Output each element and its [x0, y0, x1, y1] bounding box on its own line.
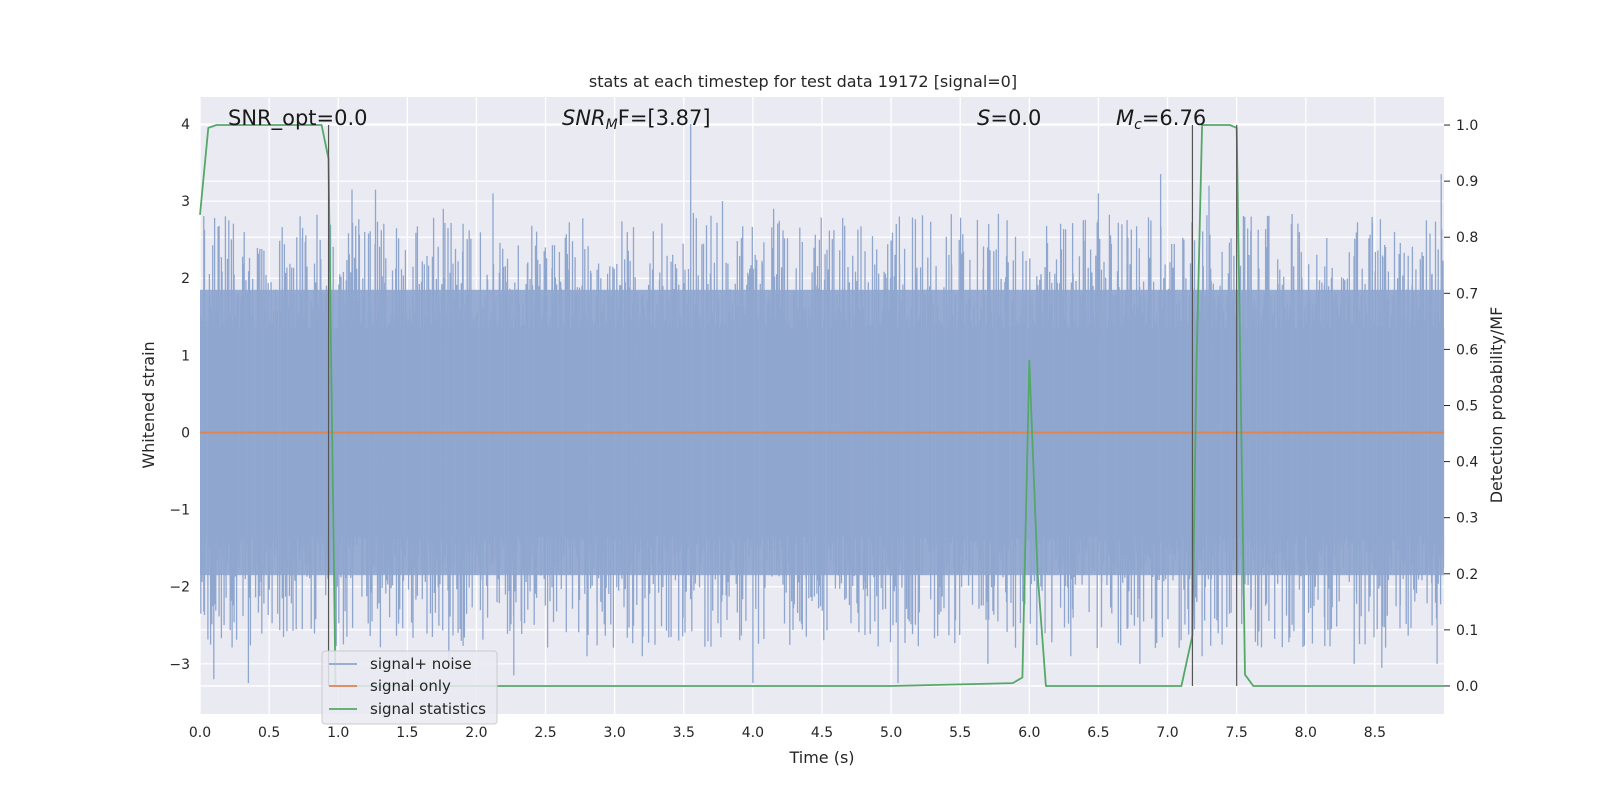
y-tick-label-right: 0.7	[1456, 286, 1478, 302]
annotation-mc-sub: c	[1134, 117, 1142, 133]
legend-label-signal-noise: signal+ noise	[370, 655, 472, 673]
legend-label-signal-statistics: signal statistics	[370, 700, 486, 718]
x-tick-label: 1.0	[327, 725, 349, 741]
y-tick-label-left: −2	[169, 580, 190, 596]
vertical-markers	[327, 125, 1238, 686]
annotation-mc-value: =6.76	[1142, 106, 1206, 130]
y-tick-label-left: 4	[181, 117, 190, 133]
y-tick-label-right: 0.6	[1456, 342, 1478, 358]
y-axis-label-left: Whitened strain	[139, 341, 158, 468]
x-tick-label: 3.0	[604, 725, 626, 741]
x-tick-label: 6.5	[1087, 725, 1109, 741]
signal-statistics-line	[199, 124, 1444, 687]
y-tick-label-right: 0.3	[1456, 511, 1478, 527]
y-tick-label-left: 2	[181, 271, 190, 287]
annotation-snr-opt: SNR_opt=0.0	[228, 106, 368, 131]
y-tick-label-left: −1	[169, 503, 190, 519]
y-tick-label-right: 0.2	[1456, 567, 1478, 583]
y-tick-label-right: 0.9	[1456, 174, 1478, 190]
legend-label-signal-only: signal only	[370, 677, 451, 695]
legend: signal+ noise signal only signal statist…	[321, 650, 498, 725]
x-tick-label: 8.5	[1364, 725, 1386, 741]
x-axis-label: Time (s)	[788, 748, 854, 767]
annotation-s-base: S	[977, 106, 990, 130]
x-tick-label: 5.5	[949, 725, 971, 741]
y-tick-label-left: 0	[181, 425, 190, 441]
x-tick-label: 1.5	[396, 725, 418, 741]
chart-title: stats at each timestep for test data 191…	[589, 72, 1017, 91]
y-tick-label-right: 0.1	[1456, 623, 1478, 639]
annotation-snr-mf-value: F=[3.87]	[618, 106, 711, 130]
x-tick-label: 4.0	[742, 725, 764, 741]
y-tick-label-left: −3	[169, 657, 190, 673]
x-tick-label: 2.0	[465, 725, 487, 741]
x-tick-label: 4.5	[811, 725, 833, 741]
x-tick-label: 8.0	[1295, 725, 1317, 741]
y-tick-label-left: 1	[181, 348, 190, 364]
annotation-s-value: =0.0	[990, 106, 1041, 130]
x-tick-label: 2.5	[534, 725, 556, 741]
y-tick-label-right: 1.0	[1456, 118, 1478, 134]
x-ticks: 0.0 0.5 1.0 1.5 2.0 2.5 3.0 3.5 4.0 4.5 5.0 5.5 6.0 6…	[189, 725, 1386, 741]
x-tick-label: 0.5	[258, 725, 280, 741]
annotation-snr-mf: SNRMF=[3.87]	[562, 106, 711, 133]
annotation-snr-mf-sub: M	[606, 117, 618, 133]
annotation-mc-base: M	[1116, 106, 1134, 130]
annotations: SNR_opt=0.0 SNRMF=[3.87] S=0.0 Mc=6.76	[228, 106, 1206, 133]
x-tick-label: 0.0	[189, 725, 211, 741]
chart-title-group: stats at each timestep for test data 191…	[589, 72, 1017, 91]
y-tick-label-right: 0.8	[1456, 230, 1478, 246]
y-axis-label-right: Detection probability/MF	[1487, 307, 1506, 504]
annotation-s: S=0.0	[977, 106, 1041, 130]
x-tick-label: 3.5	[673, 725, 695, 741]
y-tick-label-right: 0.5	[1456, 399, 1478, 415]
y-ticks-right: 0.0 0.1 0.2 0.3 0.4 0.5 0.6 0.7 0.8 0.9 1.0	[1444, 118, 1478, 695]
x-tick-label: 5.0	[880, 725, 902, 741]
legend-box	[321, 650, 498, 725]
y-tick-label-left: 3	[181, 194, 190, 210]
annotation-mc: Mc=6.76	[1116, 106, 1206, 133]
x-tick-label: 7.5	[1226, 725, 1248, 741]
y-tick-label-right: 0.0	[1456, 679, 1478, 695]
y-ticks-left: −3 −2 −1 0 1 2 3 4	[169, 117, 190, 673]
y-tick-label-right: 0.4	[1456, 455, 1478, 471]
x-tick-label: 6.0	[1018, 725, 1040, 741]
annotation-snr-mf-base: SNR	[562, 106, 606, 130]
x-tick-label: 7.0	[1156, 725, 1178, 741]
